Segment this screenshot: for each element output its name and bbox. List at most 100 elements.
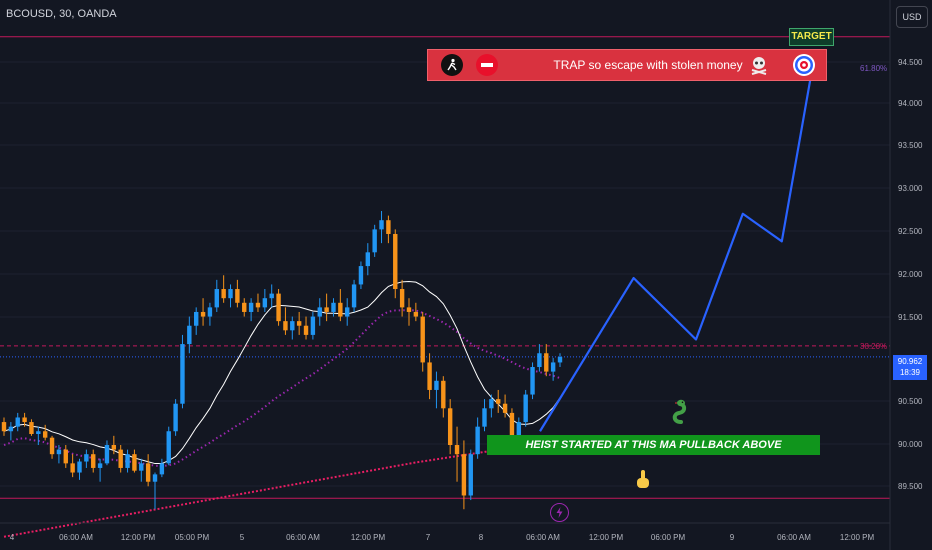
- price-tick: 93.500: [898, 141, 923, 150]
- candle-body: [91, 454, 96, 468]
- candle-body: [118, 449, 123, 468]
- price-tick: 93.000: [898, 184, 923, 193]
- price-tick: 94.000: [898, 99, 923, 108]
- candle-body: [338, 302, 343, 317]
- price-tick: 90.000: [898, 440, 923, 449]
- candle-body: [399, 289, 405, 308]
- candle-body: [296, 321, 302, 326]
- candle-body: [379, 220, 384, 230]
- time-tick: 06:00 AM: [526, 533, 560, 542]
- candle-body: [63, 449, 68, 464]
- candle-body: [496, 399, 501, 404]
- time-tick: 06:00 PM: [650, 533, 686, 542]
- candle-body: [441, 380, 446, 409]
- candle-body: [386, 220, 391, 234]
- time-tick: 06:00 AM: [286, 533, 320, 542]
- candle-body: [290, 321, 295, 331]
- time-tick: 12:00 PM: [350, 533, 386, 542]
- lightning-event-icon[interactable]: [550, 503, 569, 522]
- runner-icon: [441, 54, 463, 76]
- trap-banner: TRAP so escape with stolen money: [427, 49, 827, 81]
- candle-body: [509, 412, 515, 436]
- candle-body: [461, 454, 467, 496]
- candle-body: [317, 307, 322, 317]
- pointing-up-hand-icon: [633, 469, 653, 496]
- candle-body: [221, 289, 226, 299]
- candle-body: [557, 356, 563, 363]
- candle-body: [228, 289, 233, 299]
- time-tick: 5: [239, 533, 245, 542]
- candle-body: [544, 353, 549, 372]
- price-tick: 90.500: [898, 397, 923, 406]
- candle-body: [111, 445, 117, 450]
- snake-icon: [670, 398, 692, 429]
- candle-body: [207, 307, 213, 317]
- candle-body: [324, 307, 329, 312]
- candle-body: [406, 307, 412, 312]
- time-tick: 12:00 PM: [588, 533, 624, 542]
- candle-body: [152, 474, 158, 482]
- candle-body: [42, 431, 48, 438]
- candle-body: [420, 316, 425, 363]
- target-icon: [793, 54, 815, 76]
- candle-body: [447, 408, 453, 446]
- candle-body: [351, 284, 357, 308]
- candle-body: [139, 463, 144, 471]
- candle-body: [502, 403, 508, 413]
- candle-body: [29, 422, 34, 434]
- time-tick: 12:00 PM: [120, 533, 156, 542]
- candle-body: [22, 417, 27, 423]
- fib-label-upper: 61.80%: [860, 64, 888, 73]
- trap-text: TRAP so escape with stolen money: [553, 58, 743, 72]
- candle-body: [310, 316, 316, 335]
- time-tick: 4: [9, 533, 15, 542]
- candle-body: [358, 266, 364, 285]
- candle-body: [1, 422, 7, 432]
- candle-body: [36, 431, 41, 434]
- symbol-label: BCOUSD, 30, OANDA: [6, 8, 117, 20]
- price-tick: 94.500: [898, 58, 923, 67]
- candle-body: [193, 311, 199, 326]
- candle-body: [77, 461, 82, 473]
- projection-path: [539, 64, 815, 432]
- candle-body: [8, 426, 14, 432]
- candle-body: [393, 233, 398, 290]
- time-tick: 06:00 AM: [777, 533, 811, 542]
- candle-body: [489, 399, 494, 409]
- candle-body: [166, 431, 171, 464]
- candle-body: [413, 311, 419, 317]
- candle-body: [159, 463, 165, 475]
- last-price-value: 90.962: [897, 357, 923, 366]
- price-tick: 92.500: [898, 227, 923, 236]
- candle-body: [70, 463, 75, 473]
- candle-body: [49, 437, 55, 455]
- candle-body: [104, 445, 110, 464]
- candle-body: [84, 454, 89, 462]
- candle-body: [372, 229, 377, 253]
- price-tick: 89.500: [898, 482, 923, 491]
- time-tick: 05:00 PM: [174, 533, 210, 542]
- price-tick: 92.000: [898, 270, 923, 279]
- candle-body: [15, 417, 20, 427]
- skull-crossbones-icon: [748, 54, 770, 76]
- candle-body: [303, 325, 309, 335]
- candle-body: [516, 422, 522, 436]
- last-price-tag: 90.962 18:39: [893, 355, 927, 380]
- candle-body: [454, 445, 460, 455]
- currency-button[interactable]: USD: [896, 6, 928, 28]
- price-tick: 91.500: [898, 313, 923, 322]
- target-label: TARGET: [789, 28, 834, 46]
- candle-body: [331, 302, 336, 312]
- candle-body: [180, 344, 185, 404]
- heist-banner: HEIST STARTED AT THIS MA PULLBACK ABOVE: [487, 435, 820, 455]
- candle-body: [187, 325, 192, 345]
- candle-body: [434, 380, 439, 390]
- time-tick: 9: [729, 533, 735, 542]
- candle-body: [97, 463, 103, 468]
- candle-body: [537, 353, 542, 368]
- bar-countdown: 18:39: [899, 368, 921, 377]
- candle-body: [530, 367, 535, 395]
- fib-label-lower: 38.20%: [860, 342, 888, 351]
- candle-body: [468, 454, 473, 496]
